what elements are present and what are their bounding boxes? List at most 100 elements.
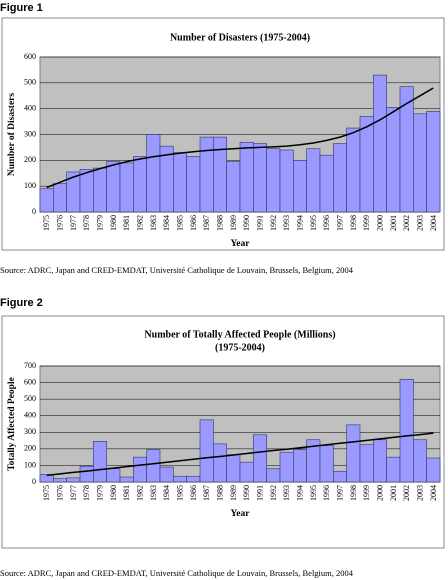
y-tick-label: 600	[24, 377, 36, 386]
x-tick-label: 1994	[296, 485, 305, 501]
x-tick-label: 1984	[162, 485, 171, 501]
y-tick-label: 100	[24, 460, 36, 469]
chart-title: Number of Disasters (1975-2004)	[170, 32, 310, 43]
bar	[66, 477, 81, 483]
figure-caption: Figure 1	[0, 2, 43, 14]
bar	[226, 161, 241, 213]
bar	[133, 456, 147, 483]
bar	[346, 424, 361, 483]
x-tick-label: 1990	[242, 215, 251, 231]
x-tick-label: 1992	[269, 485, 278, 501]
bar	[426, 457, 441, 483]
x-tick-label: 1982	[136, 215, 145, 231]
x-tick-label: 1979	[96, 215, 105, 231]
x-tick-label: 1976	[56, 215, 65, 231]
y-axis-label: Totally Affected People	[7, 377, 17, 471]
x-tick-label: 1982	[136, 485, 145, 501]
bar	[173, 152, 187, 213]
bar	[293, 449, 307, 483]
bar	[239, 141, 254, 213]
x-tick-label: 2001	[389, 215, 398, 231]
bar	[106, 468, 121, 483]
figure-caption: Figure 2	[0, 297, 43, 309]
y-tick-label: 200	[24, 155, 36, 164]
x-tick-label: 1993	[282, 215, 291, 231]
x-tick-label: 1983	[149, 215, 158, 231]
bar	[146, 134, 161, 213]
bar	[319, 445, 334, 483]
bar	[159, 466, 174, 483]
x-tick-label: 1996	[322, 485, 331, 501]
bar	[373, 74, 387, 213]
y-tick-label: 0	[32, 477, 36, 486]
y-tick-label: 500	[24, 78, 36, 87]
y-tick-label: 300	[24, 129, 36, 138]
bar	[79, 169, 94, 213]
x-tick-label: 1980	[109, 485, 118, 501]
bar	[293, 160, 307, 213]
x-tick-label: 1977	[69, 485, 78, 501]
bar	[93, 167, 107, 213]
bar	[93, 441, 107, 483]
bar	[39, 188, 54, 213]
x-tick-label: 1986	[189, 215, 198, 231]
x-tick-label: 1997	[336, 485, 345, 501]
x-tick-label: 1978	[82, 485, 91, 501]
x-tick-label: 1976	[56, 485, 65, 501]
chart-title: Number of Totally Affected People (Milli…	[144, 329, 335, 340]
chart-subtitle: (1975-2004)	[215, 342, 265, 353]
x-tick-label: 2001	[389, 485, 398, 501]
x-tick-label: 1983	[149, 485, 158, 501]
x-tick-label: 1991	[256, 215, 265, 231]
bar	[346, 127, 361, 213]
trend-line	[46, 87, 434, 189]
bar	[399, 86, 414, 213]
x-tick-label: 1977	[69, 215, 78, 231]
x-tick-label: 1992	[269, 215, 278, 231]
bar	[66, 171, 81, 213]
bar	[106, 161, 121, 213]
bar	[239, 461, 254, 483]
bar	[173, 475, 187, 483]
y-tick-label: 400	[24, 411, 36, 420]
x-tick-label: 1993	[282, 485, 291, 501]
x-tick-label: 1997	[336, 215, 345, 231]
y-tick-label: 500	[24, 394, 36, 403]
y-tick-label: 600	[24, 52, 36, 61]
x-tick-label: 2002	[402, 485, 411, 501]
x-tick-label: 2000	[376, 485, 385, 501]
y-tick-label: 200	[24, 444, 36, 453]
x-tick-label: 2002	[402, 215, 411, 231]
x-tick-label: 1998	[349, 485, 358, 501]
source-note: Source: ADRC, Japan and CRED-EMDAT, Univ…	[0, 265, 354, 275]
y-tick-label: 300	[24, 427, 36, 436]
x-tick-label: 1985	[176, 215, 185, 231]
x-tick-label: 1988	[216, 215, 225, 231]
y-axis-label: Number of Disasters	[7, 93, 17, 177]
x-tick-label: 1999	[362, 485, 371, 501]
bar	[253, 143, 267, 213]
x-tick-label: 1996	[322, 215, 331, 231]
bar	[53, 478, 67, 483]
bar	[386, 107, 401, 213]
x-tick-label: 1988	[216, 485, 225, 501]
x-tick-label: 2003	[416, 215, 425, 231]
x-tick-label: 1979	[96, 485, 105, 501]
bar	[266, 148, 281, 213]
y-tick-label: 700	[24, 361, 36, 370]
bar	[213, 136, 227, 213]
x-tick-label: 1995	[309, 485, 318, 501]
bar	[226, 454, 241, 483]
bar	[119, 162, 134, 213]
bar	[186, 156, 201, 213]
bar	[133, 156, 147, 213]
bar	[53, 183, 67, 213]
y-tick-label: 100	[24, 181, 36, 190]
trend-line	[46, 432, 434, 477]
y-tick-label: 0	[32, 207, 36, 216]
x-tick-label: 1994	[296, 215, 305, 231]
x-axis-label: Year	[231, 509, 251, 519]
x-tick-label: 2004	[429, 215, 438, 231]
